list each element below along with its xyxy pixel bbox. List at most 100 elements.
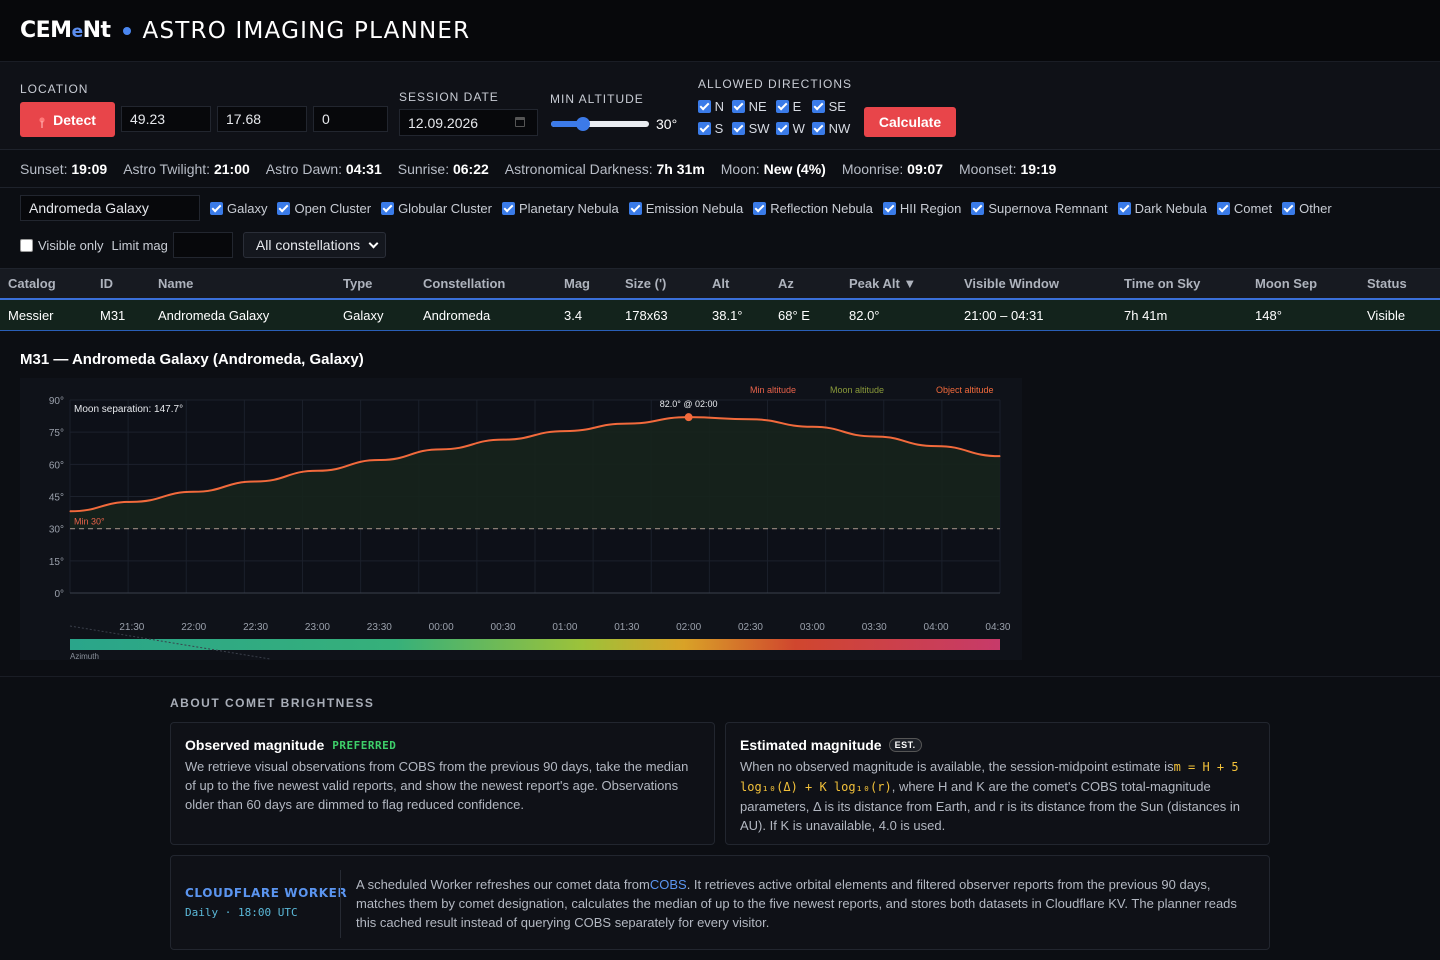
direction-e[interactable]: E xyxy=(776,99,801,114)
checkbox[interactable] xyxy=(1216,201,1230,215)
checkbox[interactable] xyxy=(628,201,642,215)
column-header[interactable]: Catalog xyxy=(8,276,56,291)
checkbox[interactable] xyxy=(776,100,789,113)
type-filters: Andromeda Galaxy Galaxy Open Cluster Globu… xyxy=(20,195,1440,221)
type-filter-dark-nebula[interactable]: Dark Nebula xyxy=(1117,201,1207,216)
table-cell: 21:00 – 04:31 xyxy=(964,307,1044,323)
worker-body: A scheduled Worker refreshes our comet d… xyxy=(356,877,1237,930)
table-cell: 7h 41m xyxy=(1124,307,1168,323)
checkbox[interactable] xyxy=(1117,201,1131,215)
column-header[interactable]: Alt xyxy=(712,276,730,291)
worker-title: CLOUDFLARE WORKER xyxy=(185,886,348,900)
checkbox[interactable] xyxy=(776,122,789,135)
table-cell: 148° xyxy=(1255,307,1282,323)
column-header[interactable]: Peak Alt ▼ xyxy=(849,276,917,291)
limit-mag-input[interactable] xyxy=(172,232,233,258)
type-filter-reflection-nebula[interactable]: Reflection Nebula xyxy=(753,201,873,216)
object-search-input[interactable]: Andromeda Galaxy xyxy=(20,195,200,221)
direction-label: SE xyxy=(828,99,846,114)
column-header[interactable]: Constellation xyxy=(423,276,506,291)
cobs-link[interactable]: COBS xyxy=(649,877,687,892)
x-tick-label: 04:30 xyxy=(985,622,1010,633)
elevation-input[interactable]: 0 xyxy=(313,106,388,132)
constellation-select[interactable]: All constellations xyxy=(242,232,387,258)
about-heading: ABOUT COMET BRIGHTNESS xyxy=(170,696,375,710)
direction-w[interactable]: W xyxy=(776,121,805,136)
direction-sw[interactable]: SW xyxy=(732,121,770,136)
checkbox[interactable] xyxy=(502,201,515,215)
section-divider xyxy=(0,676,1440,677)
checkbox[interactable] xyxy=(812,100,825,113)
x-tick-label: 00:00 xyxy=(429,622,454,633)
type-filter-open-cluster[interactable]: Open Cluster xyxy=(277,201,371,216)
checkbox[interactable] xyxy=(732,100,745,113)
column-header[interactable]: Name xyxy=(158,276,194,291)
longitude-input[interactable]: 17.68 xyxy=(217,106,307,132)
pin-icon xyxy=(39,115,45,128)
y-tick-label: 45° xyxy=(49,493,64,504)
direction-ne[interactable]: NE xyxy=(732,99,767,114)
brand-logo[interactable]: CEMeNt xyxy=(20,18,111,43)
direction-nw[interactable]: NW xyxy=(812,121,850,136)
checkbox[interactable] xyxy=(698,100,711,113)
checkbox[interactable] xyxy=(732,122,745,135)
column-header[interactable]: ID xyxy=(100,276,113,291)
type-filter-globular-cluster[interactable]: Globular Cluster xyxy=(381,201,492,216)
type-filter-planetary-nebula[interactable]: Planetary Nebula xyxy=(502,201,619,216)
column-header[interactable]: Mag xyxy=(564,276,590,291)
visible-only-checkbox[interactable] xyxy=(20,238,33,252)
detect-button[interactable]: Detect xyxy=(20,102,115,137)
min-altitude-slider[interactable] xyxy=(551,117,649,131)
checkbox[interactable] xyxy=(698,122,711,135)
checkbox[interactable] xyxy=(882,201,896,215)
column-header[interactable]: Moon Sep xyxy=(1255,276,1318,291)
moon-separation-label: Moon separation: 147.7° xyxy=(74,404,183,415)
column-header[interactable]: Time on Sky xyxy=(1124,276,1201,291)
preferred-badge: PREFERRED xyxy=(332,738,397,752)
altitude-chart: 90° 75° 60° 45° 30° 15° 0° 21:30 22:00 22:30 23:00… xyxy=(49,385,1011,661)
direction-label: NW xyxy=(828,121,851,136)
column-header[interactable]: Type xyxy=(343,276,373,291)
data-point xyxy=(192,490,195,493)
checkbox[interactable] xyxy=(753,201,767,215)
table-cell: 3.4 xyxy=(564,307,583,323)
table-cell: 178x63 xyxy=(625,307,668,323)
column-header[interactable]: Az xyxy=(778,276,794,291)
data-point xyxy=(69,510,71,513)
data-point xyxy=(749,418,752,421)
azimuth-color-bar xyxy=(70,639,1000,650)
type-filter-galaxy[interactable]: Galaxy xyxy=(210,201,267,216)
data-point xyxy=(502,438,504,441)
chevron-down-icon xyxy=(368,238,379,248)
table-cell: Andromeda Galaxy xyxy=(158,307,270,323)
x-tick-label: 02:00 xyxy=(676,622,701,633)
x-tick-label: 03:00 xyxy=(800,622,825,633)
column-header[interactable]: Size (') xyxy=(625,276,667,291)
direction-s[interactable]: S xyxy=(698,121,723,136)
direction-label: SW xyxy=(748,121,770,136)
type-filter-supernova-remnant[interactable]: Supernova Remnant xyxy=(971,201,1108,216)
table-row[interactable]: Messier M31 Andromeda Galaxy Galaxy Andromed… xyxy=(0,300,1440,331)
estimated-card-body: When no observed magnitude is available,… xyxy=(740,759,1241,833)
checkbox[interactable] xyxy=(210,201,223,215)
checkbox[interactable] xyxy=(971,201,985,215)
checkbox[interactable] xyxy=(381,201,395,215)
session-date-input[interactable]: 12.09.2026 xyxy=(399,109,538,136)
calculate-button[interactable]: Calculate xyxy=(864,107,956,137)
latitude-input[interactable]: 49.23 xyxy=(121,106,211,132)
direction-n[interactable]: N xyxy=(698,99,724,114)
x-tick-label: 21:30 xyxy=(119,622,144,633)
checkbox[interactable] xyxy=(1282,201,1296,215)
checkbox[interactable] xyxy=(277,201,291,215)
app-title: ASTRO IMAGING PLANNER xyxy=(142,17,471,44)
slider-thumb[interactable] xyxy=(576,117,591,131)
column-header[interactable]: Status xyxy=(1367,276,1407,291)
type-filter-comet[interactable]: Comet xyxy=(1216,201,1272,216)
column-header[interactable]: Visible Window xyxy=(964,276,1059,291)
direction-se[interactable]: SE xyxy=(812,99,846,114)
type-filter-emission-nebula[interactable]: Emission Nebula xyxy=(628,201,743,216)
checkbox[interactable] xyxy=(812,122,825,135)
type-filter-other[interactable]: Other xyxy=(1282,201,1332,216)
calendar-icon[interactable] xyxy=(515,117,525,127)
type-filter-hii-region[interactable]: HII Region xyxy=(882,201,961,216)
